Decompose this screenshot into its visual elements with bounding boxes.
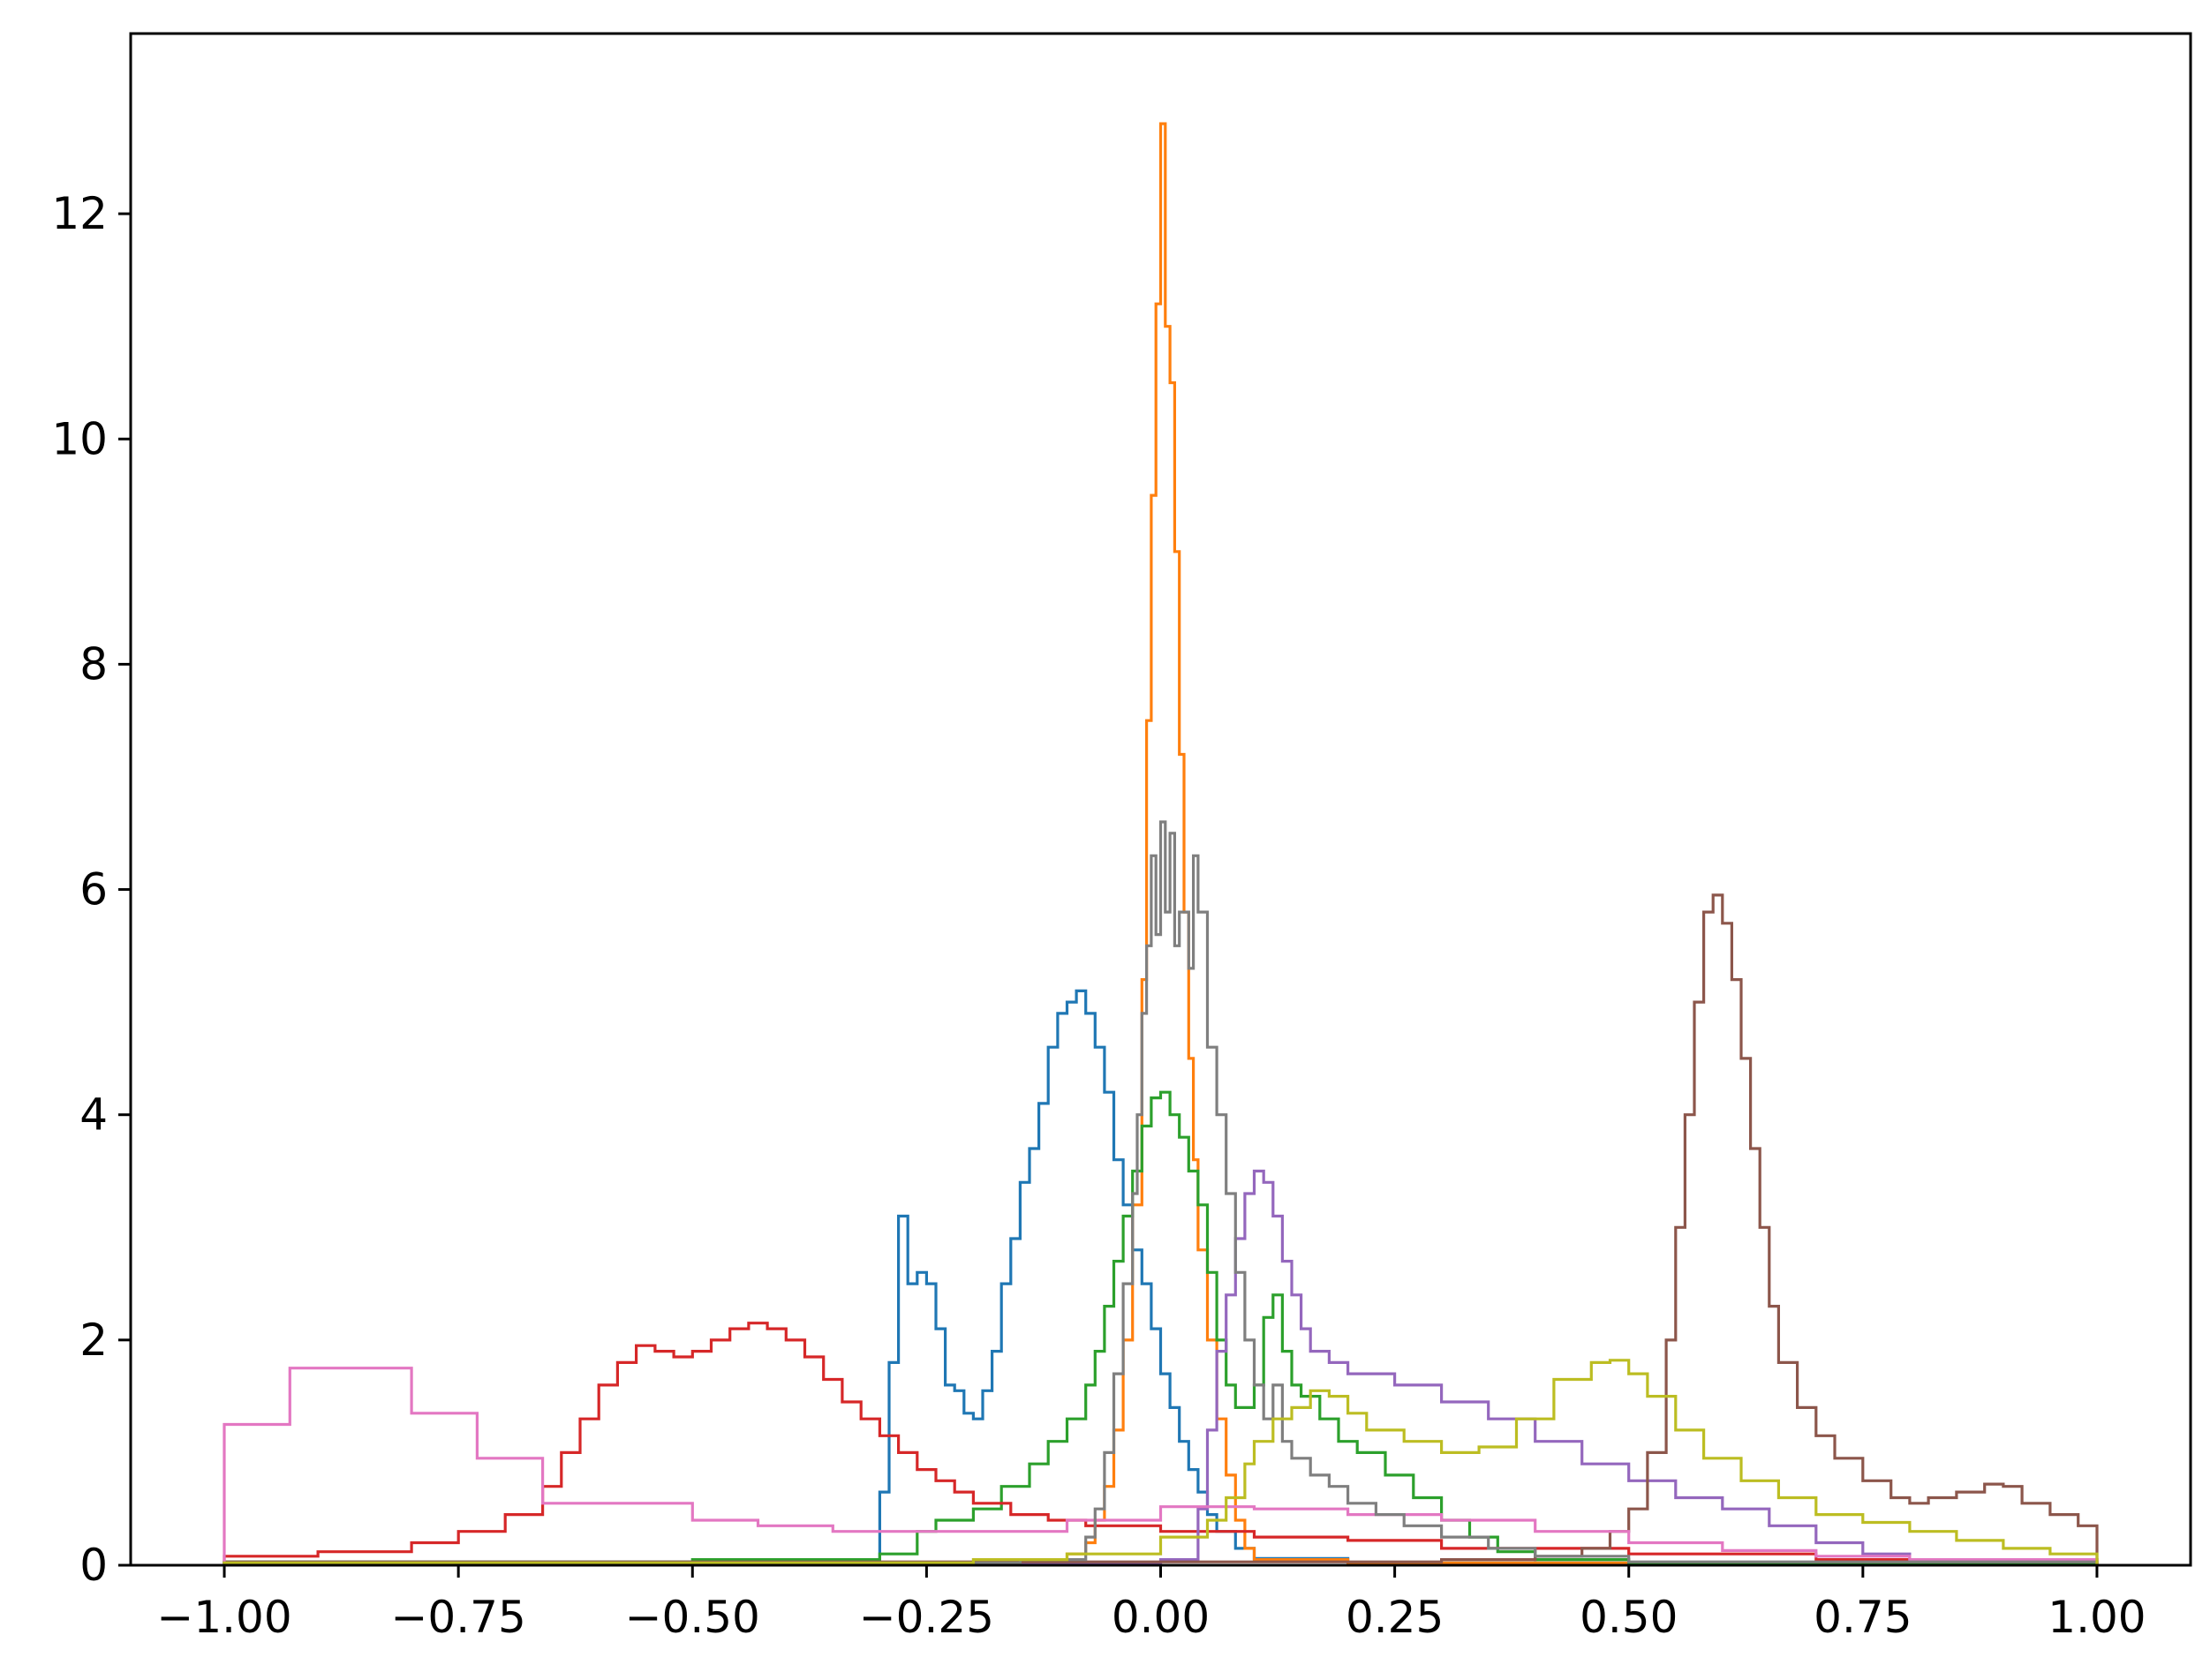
x-tick-label: 1.00 (2048, 1592, 2146, 1643)
x-tick-label: 0.75 (1814, 1592, 1912, 1643)
x-tick-label: −0.75 (391, 1592, 526, 1643)
series-layer (223, 122, 2099, 1565)
y-tick-label: 4 (79, 1089, 108, 1141)
series-6-line (223, 893, 2099, 1565)
y-tick-label: 2 (79, 1315, 108, 1366)
y-tick-label: 6 (79, 864, 108, 915)
x-axis: −1.00 −0.75 −0.50 −0.25 0.00 0.25 0.50 0.75 1.00 (156, 1565, 2146, 1643)
series-4-line (223, 1322, 2099, 1565)
x-tick-label: 0.50 (1580, 1592, 1678, 1643)
series-9-line (223, 1359, 2099, 1565)
y-tick-label: 10 (51, 413, 108, 464)
series-3-line (223, 1090, 2099, 1565)
y-tick-label: 12 (51, 188, 108, 239)
x-tick-label: 0.25 (1346, 1592, 1444, 1643)
x-tick-label: −1.00 (156, 1592, 291, 1643)
x-tick-label: −0.50 (625, 1592, 760, 1643)
series-8-line (223, 820, 2099, 1565)
series-1-line (223, 989, 2099, 1565)
y-tick-label: 0 (79, 1540, 108, 1591)
x-tick-label: 0.00 (1112, 1592, 1210, 1643)
y-tick-label: 8 (79, 638, 108, 689)
x-tick-label: −0.25 (859, 1592, 994, 1643)
series-5-line (223, 1169, 2099, 1565)
y-axis: 0 2 4 6 8 10 12 (51, 188, 131, 1591)
series-7-line (223, 1367, 2099, 1565)
